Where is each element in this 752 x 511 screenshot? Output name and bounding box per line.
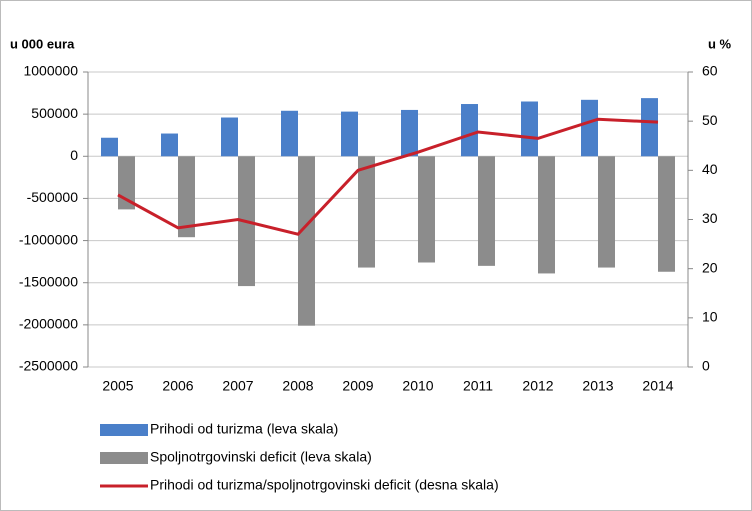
x-tick-label: 2013 (582, 378, 613, 394)
bar (598, 156, 615, 268)
bar (658, 156, 675, 272)
legend-swatch (100, 424, 148, 436)
y2-tick-label: 20 (702, 259, 718, 275)
x-tick-label: 2010 (402, 378, 433, 394)
x-tick-label: 2007 (222, 378, 253, 394)
x-tick-label: 2006 (162, 378, 193, 394)
legend-label: Prihodi od turizma (leva skala) (150, 421, 338, 437)
y-tick-label: -1000000 (19, 231, 78, 247)
y2-tick-label: 50 (702, 112, 718, 128)
y2-axis-title: u % (708, 36, 732, 51)
bar (641, 98, 658, 157)
y-tick-label: -2500000 (19, 358, 78, 374)
y-tick-label: -500000 (27, 189, 79, 205)
x-tick-label: 2014 (642, 378, 673, 394)
y2-tick-label: 60 (702, 63, 718, 79)
legend-swatch (100, 452, 148, 464)
x-tick-label: 2009 (342, 378, 373, 394)
y2-tick-label: 10 (702, 309, 718, 325)
bar (478, 156, 495, 266)
bar (341, 111, 358, 157)
x-tick-label: 2012 (522, 378, 553, 394)
bar (178, 156, 195, 238)
x-tick-label: 2011 (463, 378, 493, 394)
y-tick-label: 500000 (31, 105, 78, 121)
bar (101, 137, 118, 157)
y2-tick-label: 40 (702, 161, 718, 177)
bar (461, 104, 478, 157)
bar (221, 117, 238, 157)
bar (298, 156, 315, 326)
y-tick-label: 0 (70, 147, 78, 163)
bar (281, 110, 298, 157)
bar (418, 156, 435, 263)
y-tick-label: 1000000 (23, 63, 78, 79)
bar (161, 133, 178, 157)
bar (401, 109, 418, 157)
bar (581, 99, 598, 157)
bar (538, 156, 555, 274)
y2-tick-label: 0 (702, 358, 710, 374)
legend-label: Spoljnotrgovinski deficit (leva skala) (150, 449, 372, 465)
line-series (117, 117, 659, 236)
y-axis-title: u 000 eura (10, 36, 75, 51)
bar (358, 156, 375, 268)
legend-label: Prihodi od turizma/spoljnotrgovinski def… (150, 477, 499, 493)
y-tick-label: -1500000 (19, 273, 78, 289)
y2-tick-label: 30 (702, 210, 718, 226)
bar (521, 101, 538, 157)
x-tick-label: 2005 (102, 378, 133, 394)
x-tick-label: 2008 (282, 378, 313, 394)
y-tick-label: -2000000 (19, 316, 78, 332)
